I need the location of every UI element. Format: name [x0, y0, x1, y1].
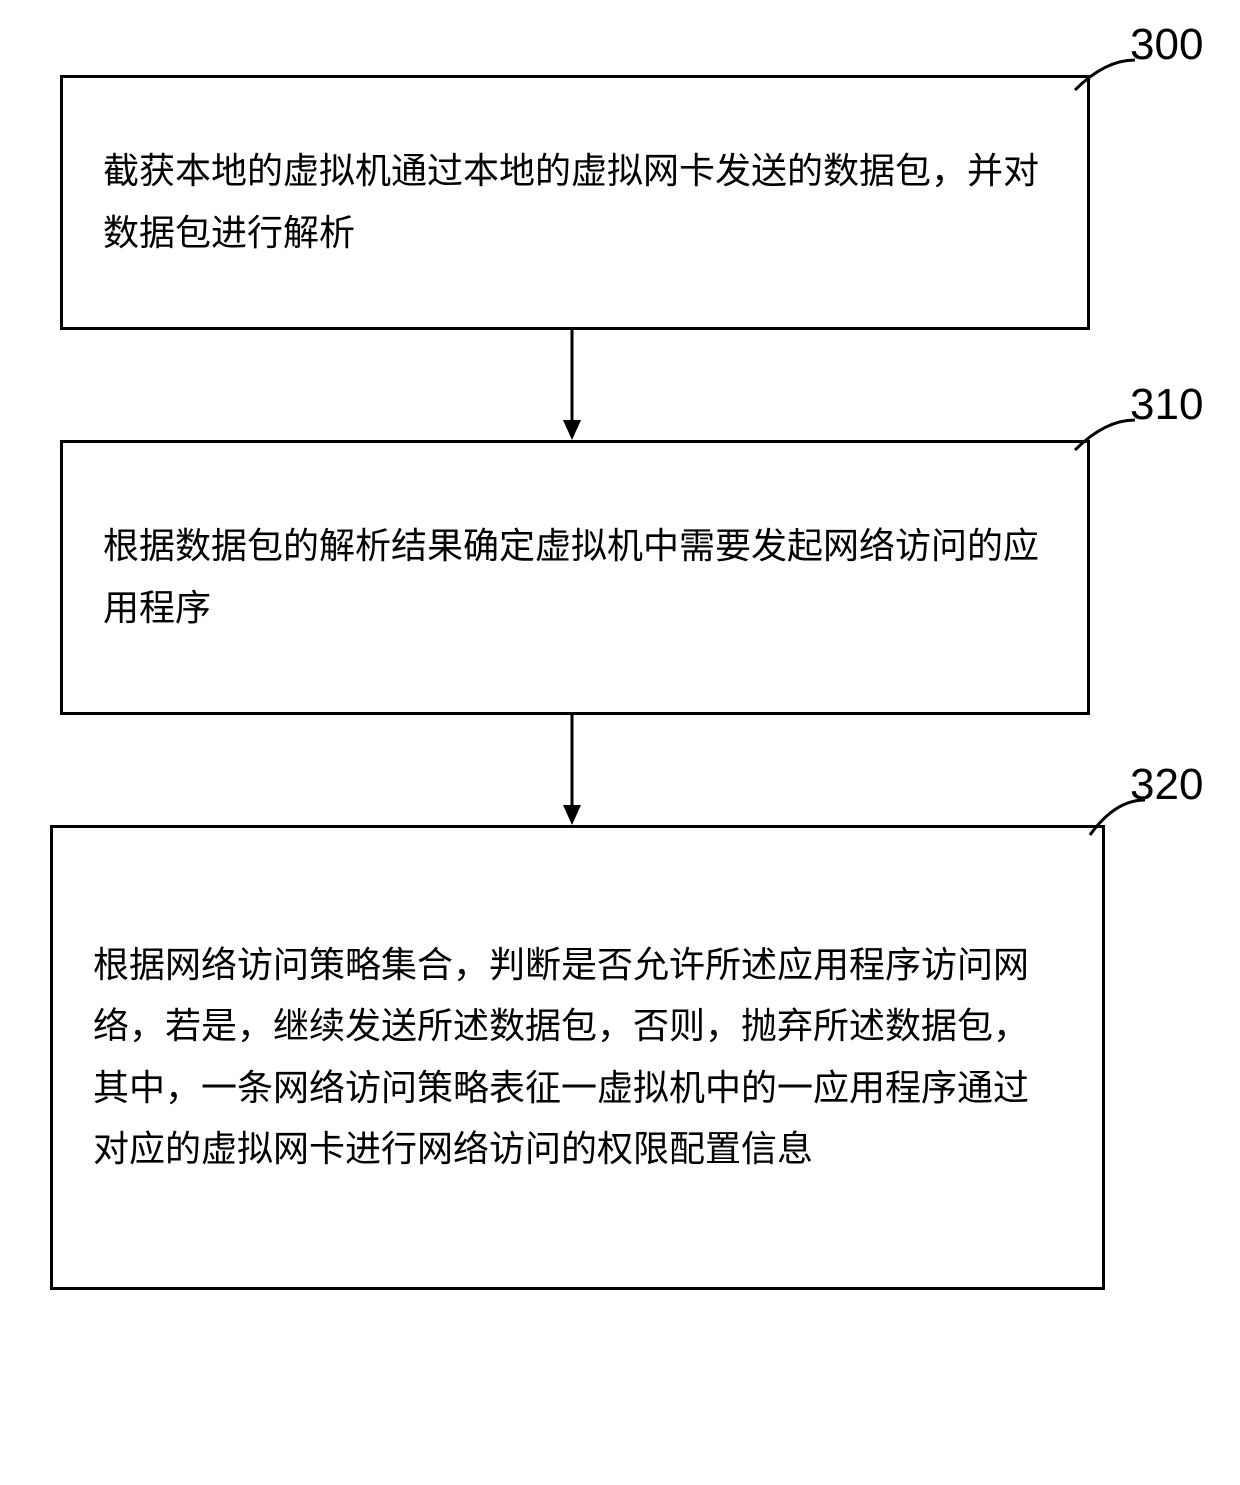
flow-arrow: [557, 330, 587, 442]
node-text: 根据数据包的解析结果确定虚拟机中需要发起网络访问的应用程序: [103, 516, 1047, 638]
node-text: 根据网络访问策略集合，判断是否允许所述应用程序访问网络，若是，继续发送所述数据包…: [93, 935, 1062, 1180]
flowchart-node: 根据网络访问策略集合，判断是否允许所述应用程序访问网络，若是，继续发送所述数据包…: [50, 825, 1105, 1290]
flowchart-container: 截获本地的虚拟机通过本地的虚拟网卡发送的数据包，并对数据包进行解析 300 根据…: [0, 0, 1240, 1485]
flowchart-node: 截获本地的虚拟机通过本地的虚拟网卡发送的数据包，并对数据包进行解析: [60, 75, 1090, 330]
callout-line: [1075, 795, 1155, 850]
node-text: 截获本地的虚拟机通过本地的虚拟网卡发送的数据包，并对数据包进行解析: [103, 141, 1047, 263]
callout-line: [1060, 55, 1150, 105]
callout-line: [1060, 415, 1150, 465]
flow-arrow: [557, 715, 587, 827]
flowchart-node: 根据数据包的解析结果确定虚拟机中需要发起网络访问的应用程序: [60, 440, 1090, 715]
